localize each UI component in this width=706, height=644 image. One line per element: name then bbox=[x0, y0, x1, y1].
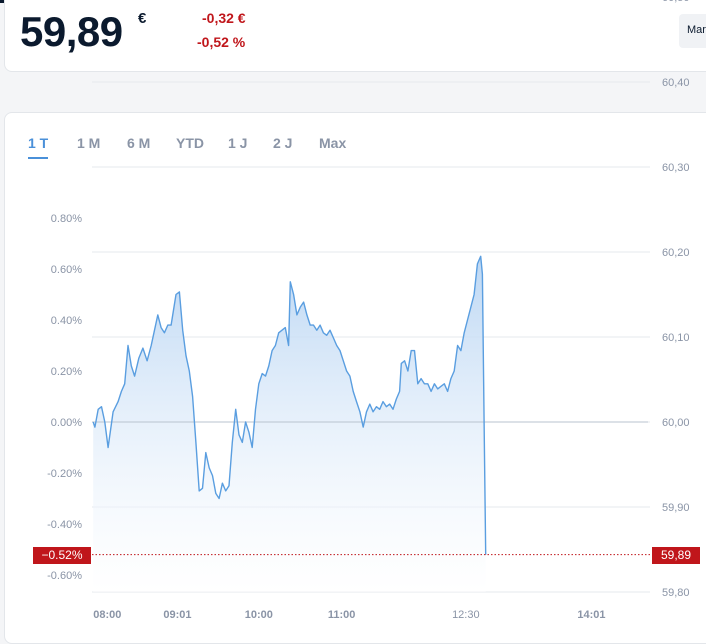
y-left-tick-label: 0.20% bbox=[51, 366, 82, 378]
y-left-tick-label: -0.40% bbox=[47, 519, 82, 531]
y-left-tick-label: 0.40% bbox=[51, 315, 82, 327]
y-right-tick-label: 60,40 bbox=[662, 77, 690, 89]
y-right-tick-label: 60,10 bbox=[662, 332, 690, 344]
x-tick-label: 14:01 bbox=[577, 609, 605, 621]
y-right-tick-label: 59,90 bbox=[662, 502, 690, 514]
price-line bbox=[92, 255, 487, 555]
y-right-tick-label: 60,30 bbox=[662, 162, 690, 174]
y-right-tick-label: 60,50 bbox=[662, 0, 690, 4]
y-left-tick-label: -0.20% bbox=[47, 468, 82, 480]
current-price: 59,89 bbox=[20, 8, 123, 55]
y-left-tick-label: 0.80% bbox=[51, 213, 82, 225]
x-tick-label: 08:00 bbox=[93, 609, 121, 621]
x-tick-label: 09:01 bbox=[163, 609, 191, 621]
y-left-tick-label: 0.60% bbox=[51, 264, 82, 276]
current-price-badge: 59,89 bbox=[652, 547, 700, 564]
price-area bbox=[93, 256, 486, 592]
y-left-tick-label: -0.60% bbox=[47, 570, 82, 582]
change-percent: -0,52 % bbox=[197, 34, 246, 50]
tab-max[interactable]: Max bbox=[319, 135, 347, 151]
y-right-tick-label: 59,80 bbox=[662, 587, 690, 599]
y-right-tick-label: 60,20 bbox=[662, 247, 690, 259]
x-tick-label: 10:00 bbox=[245, 609, 273, 621]
tab-2j[interactable]: 2 J bbox=[273, 135, 293, 151]
market-button[interactable]: Markt bbox=[679, 14, 706, 48]
current-pct-badge: −0.52% bbox=[33, 547, 91, 564]
tab-6m[interactable]: 6 M bbox=[127, 135, 151, 151]
change-absolute: -0,32 € bbox=[202, 10, 246, 26]
tab-1t[interactable]: 1 T bbox=[28, 135, 49, 159]
tab-1m[interactable]: 1 M bbox=[77, 135, 101, 151]
price-chart[interactable]: 0.80% 0.60% 0.40% 0.20% 0.00% -0.20% -0.40% -0.… bbox=[0, 0, 706, 625]
tab-ytd[interactable]: YTD bbox=[176, 135, 204, 151]
x-tick-label: 12:30 bbox=[452, 609, 480, 621]
y-right-tick-label: 60,00 bbox=[662, 417, 690, 429]
price-header-card bbox=[4, 0, 706, 72]
y-left-tick-label: 0.00% bbox=[51, 417, 82, 429]
tab-1j[interactable]: 1 J bbox=[228, 135, 248, 151]
x-tick-label: 11:00 bbox=[328, 609, 356, 621]
price-currency: € bbox=[138, 10, 147, 27]
